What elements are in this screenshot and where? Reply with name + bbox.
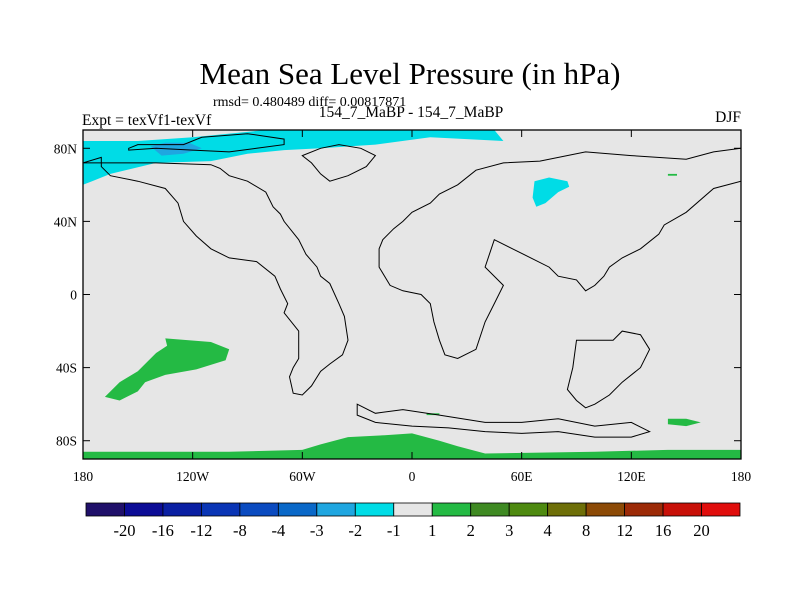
- ytick-label: 80S: [56, 434, 77, 449]
- xtick-label: 60E: [511, 469, 533, 484]
- colorbar-label: -3: [310, 521, 324, 540]
- colorbar-label: -16: [152, 521, 174, 540]
- colorbar-swatch: [201, 502, 241, 517]
- colorbar-label: 16: [655, 521, 672, 540]
- coastline-greenland: [301, 144, 377, 182]
- colorbar-label: 1: [428, 521, 436, 540]
- colorbar-label: 20: [693, 521, 710, 540]
- colorbar-label: -20: [114, 521, 136, 540]
- xtick-label: 180: [73, 469, 94, 484]
- colorbar-label: 2: [467, 521, 475, 540]
- ytick-label: 0: [70, 288, 77, 303]
- plot-background: [83, 130, 741, 459]
- region-antarctic-positive: [83, 433, 741, 459]
- left-label: Expt = texVf1-texVf: [82, 112, 212, 129]
- colorbar-label: -1: [387, 521, 401, 540]
- coastline-australia-block: [566, 330, 651, 409]
- colorbar-swatch: [508, 502, 549, 517]
- colorbar-swatch: [277, 502, 318, 517]
- xtick-label: 0: [409, 469, 416, 484]
- coastline-antarctic-margin: [356, 403, 651, 438]
- region-eurasia-negative: [532, 177, 570, 207]
- xtick-label: 60W: [289, 469, 316, 484]
- colorbar-swatch: [701, 502, 741, 517]
- colorbar-swatch: [624, 502, 664, 517]
- region-ross-sea-positive: [667, 418, 701, 427]
- colorbar-swatch: [85, 502, 125, 517]
- colorbar-swatch: [547, 502, 587, 517]
- colorbar-label: 3: [505, 521, 513, 540]
- colorbar-swatch: [162, 502, 202, 517]
- coastlines: [83, 133, 741, 438]
- coastline-arctic-islands: [128, 133, 285, 153]
- chart-title: Mean Sea Level Pressure (in hPa): [199, 56, 621, 91]
- xtick-label: 120E: [617, 469, 646, 484]
- colorbar-label: -2: [348, 521, 362, 540]
- colorbar: -20 -16 -12 -8 -4 -3 -2 -1 1 2 3 4 8 12 16 20: [85, 502, 741, 540]
- center-label: 154_7_MaBP - 154_7_MaBP: [318, 104, 504, 121]
- coastline-north-america: [83, 156, 349, 396]
- coastline-eurasia-africa: [378, 147, 741, 360]
- colorbar-label: -8: [233, 521, 247, 540]
- colorbar-swatch: [662, 502, 702, 517]
- colorbar-swatch: [354, 502, 395, 517]
- colorbar-swatch: [470, 502, 510, 517]
- colorbar-label: -4: [272, 521, 286, 540]
- colorbar-label: -12: [190, 521, 212, 540]
- xtick-label: 120W: [176, 469, 209, 484]
- chart-subtitle: rmsd= 0.480489 diff= 0.00817871: [213, 95, 407, 110]
- ytick-label: 80N: [54, 141, 78, 156]
- colorbar-label: 4: [543, 521, 551, 540]
- colorbar-swatch: [585, 502, 625, 517]
- ytick-label: 40S: [56, 361, 77, 376]
- right-label: DJF: [715, 109, 741, 126]
- colorbar-swatch: [431, 502, 472, 517]
- colorbar-swatch: [124, 502, 164, 517]
- colorbar-swatch: [393, 502, 433, 517]
- colorbar-swatch: [239, 502, 279, 517]
- axes: 80N 40N 0 40S 80S 180 120W 60W 0 60E 120E 180: [54, 130, 752, 484]
- xtick-label: 180: [731, 469, 752, 484]
- colorbar-label: 8: [582, 521, 590, 540]
- region-south-pacific-positive: [104, 338, 230, 401]
- colorbar-label: 12: [616, 521, 633, 540]
- colorbar-swatch: [316, 502, 356, 517]
- ytick-label: 40N: [54, 214, 78, 229]
- region-small-positive-b: [667, 173, 677, 176]
